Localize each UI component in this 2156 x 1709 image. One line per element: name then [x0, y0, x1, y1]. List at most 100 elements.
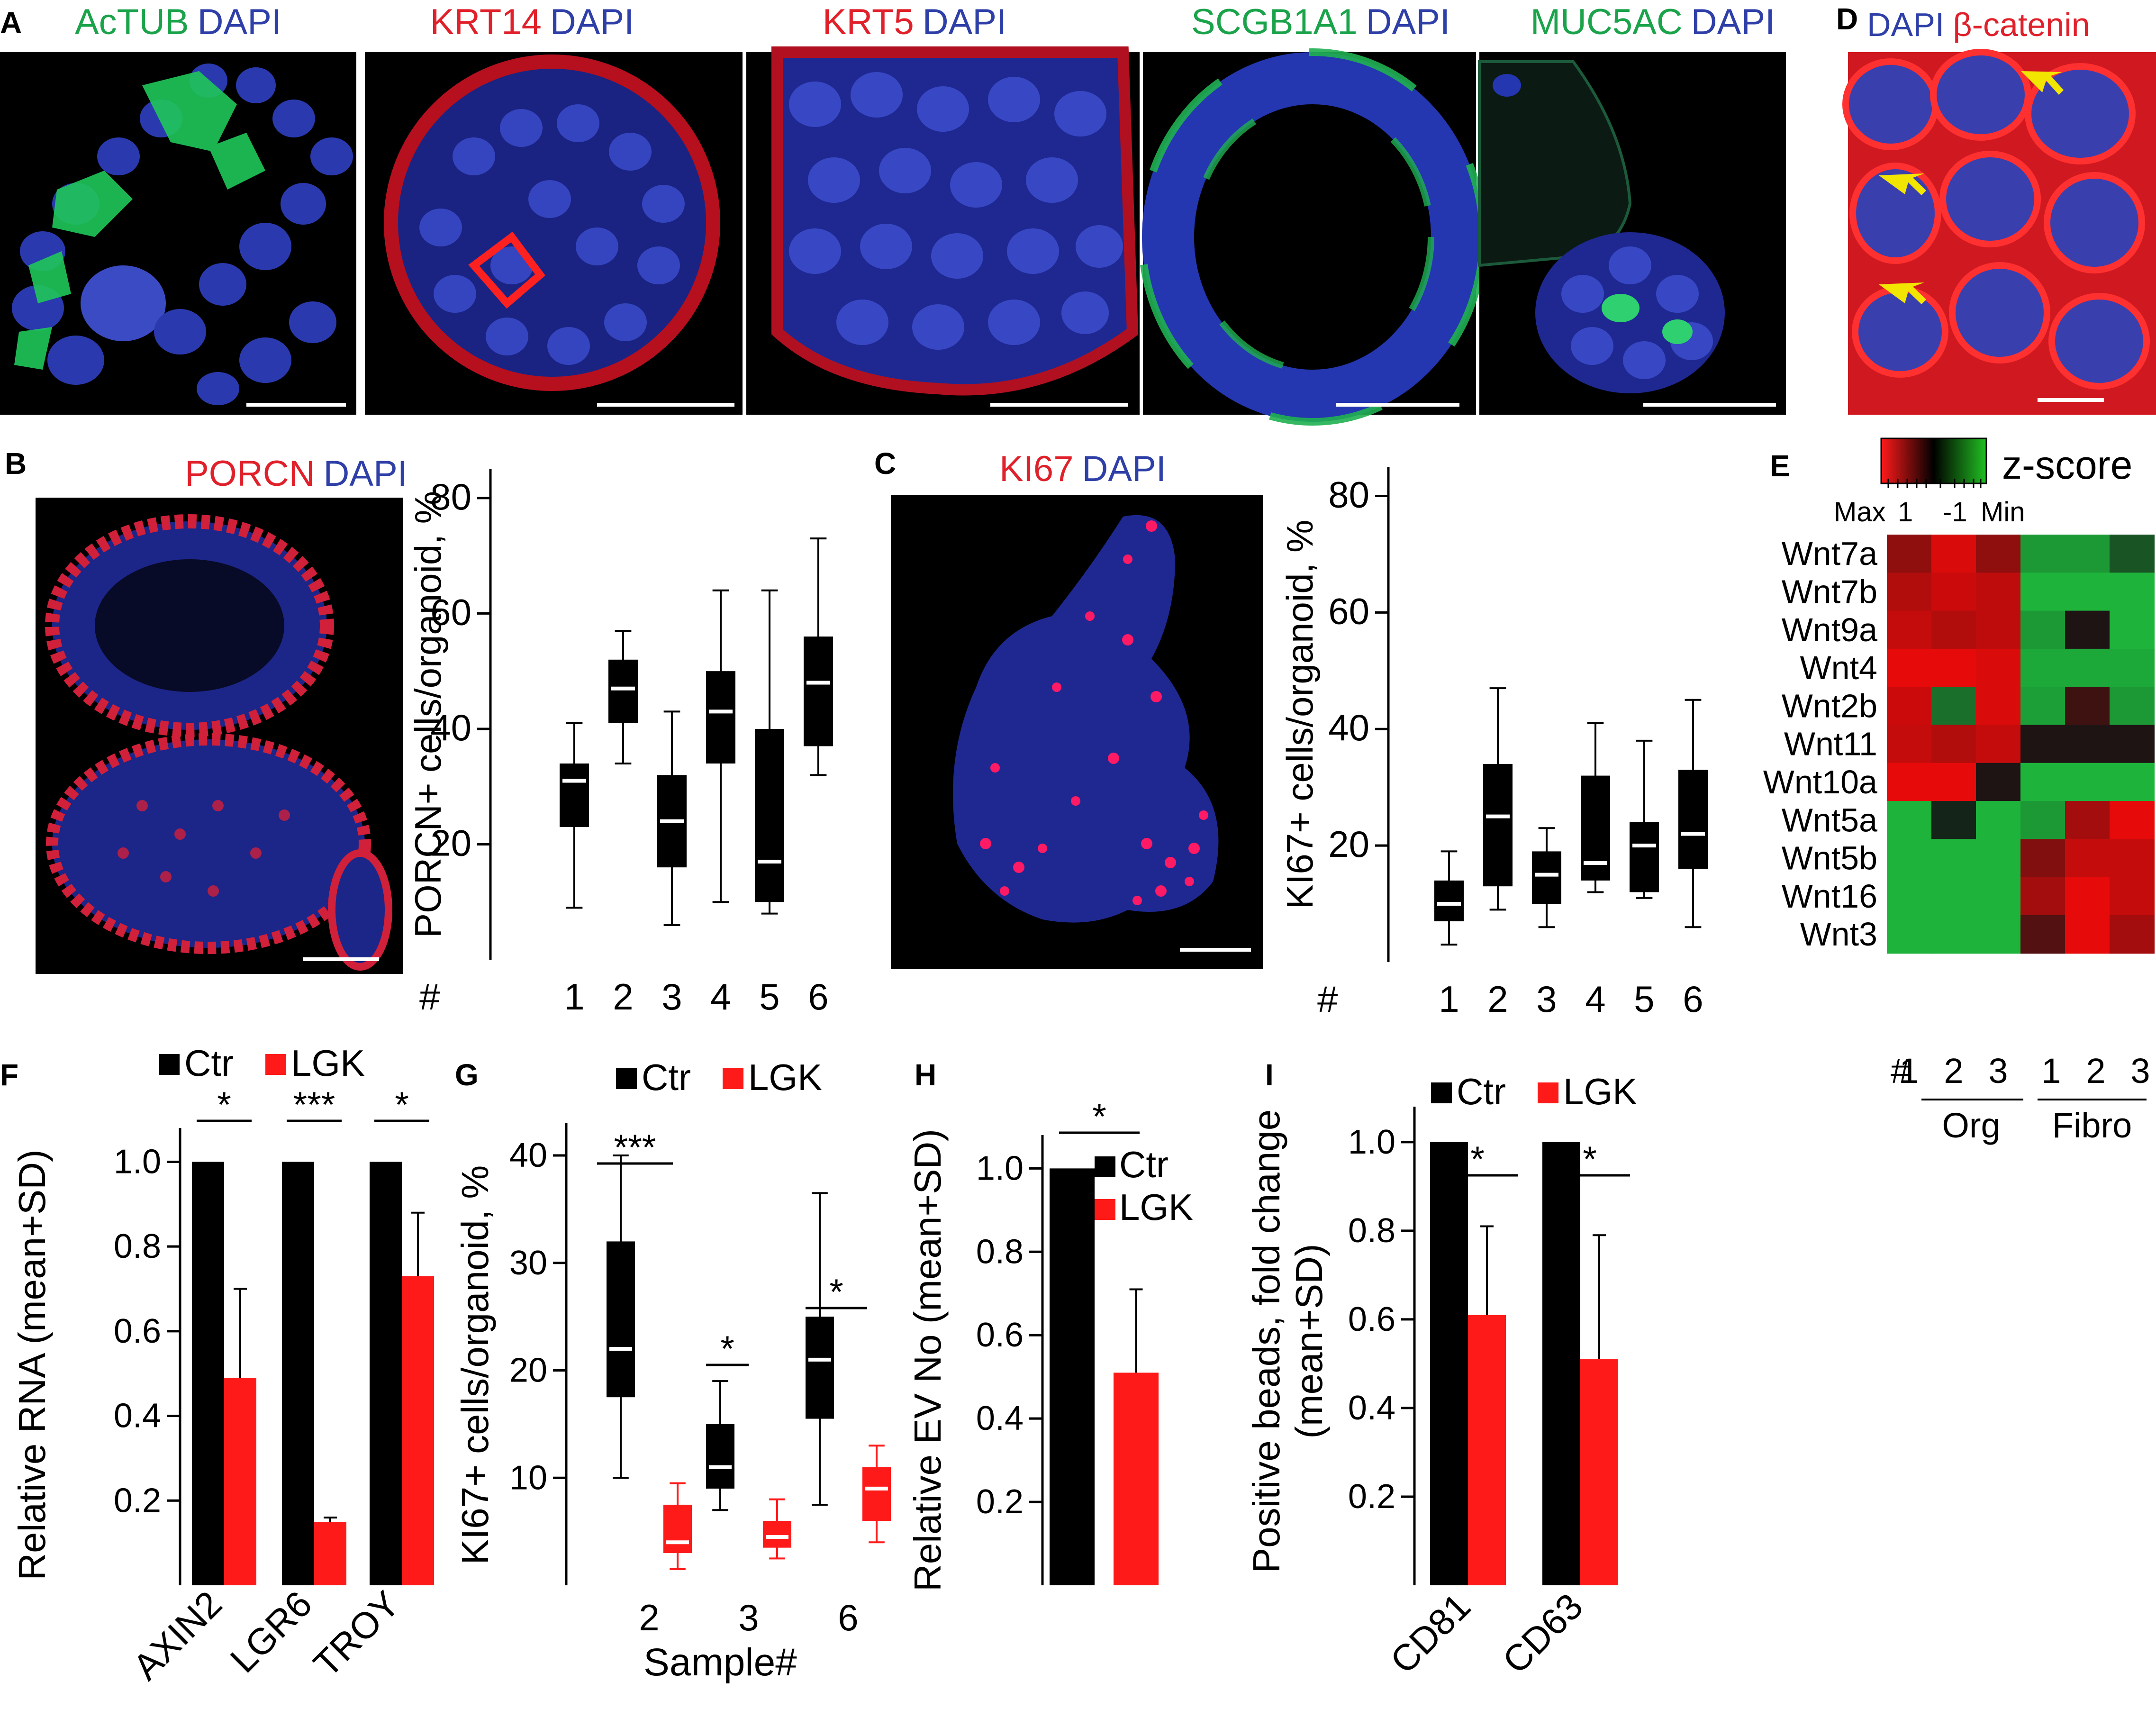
group-label: Fibro: [2052, 1106, 2132, 1145]
scale-bar: [1180, 948, 1251, 952]
heatmap-cell: [1887, 763, 1932, 802]
x-prefix: #: [1891, 1051, 1910, 1091]
heatmap-cell: [2020, 915, 2065, 954]
panel-letter-h: H: [915, 1058, 936, 1092]
heatmap-col-label: 1: [2041, 1051, 2061, 1091]
x-tick-label: 3: [661, 976, 682, 1018]
box: [806, 1317, 834, 1419]
heatmap-cell: [1887, 839, 1932, 878]
y-tick-label: 0.8: [114, 1227, 161, 1265]
y-tick-label: 0.6: [114, 1312, 161, 1350]
bar: [192, 1162, 224, 1585]
heatmap-cell: [1976, 610, 2021, 649]
heatmap-col-label: 2: [1944, 1051, 1963, 1091]
bar: [224, 1378, 256, 1585]
y-tick-label: 0.2: [114, 1482, 161, 1519]
x-tick-label: CD81: [1382, 1585, 1478, 1682]
heatmap-cell: [2065, 610, 2110, 649]
heatmap-cell: [2020, 877, 2065, 916]
y-tick-label: 0.2: [1348, 1478, 1395, 1516]
heatmap-cell: [1976, 801, 2021, 840]
micrograph-krt14: KRT14 DAPI: [365, 2, 743, 415]
y-tick-label: 30: [509, 1244, 547, 1282]
y-tick-label: 80: [430, 476, 471, 518]
heatmap-cell: [2065, 535, 2110, 573]
heatmap-cell: [2110, 610, 2155, 649]
zscore-colorbar: [1880, 437, 1987, 484]
heatmap-cell: [2020, 535, 2065, 573]
y-tick-label: 0.2: [976, 1483, 1024, 1521]
x-tick-label: 2: [613, 976, 633, 1018]
x-tick-label: 5: [1634, 978, 1654, 1020]
heatmap-col-label: 3: [2130, 1051, 2150, 1091]
chart-i: 0.2 0.4 0.6 0.8 1.0 Positive beads, fold chan…: [1245, 1071, 1637, 1682]
significance-label: *: [1583, 1139, 1597, 1180]
box: [755, 728, 784, 902]
significance-label: *: [1092, 1097, 1106, 1137]
heatmap-cell: [2065, 573, 2110, 611]
heatmap-cell: [1887, 877, 1932, 916]
bar: [314, 1521, 346, 1585]
heatmap-cell: [1976, 573, 2021, 611]
significance-label: *: [217, 1085, 231, 1125]
heatmap-cell: [1931, 648, 1976, 688]
y-tick-label: 20: [430, 822, 471, 864]
y-axis-label: PORCN+ cells/organoid, %: [407, 491, 449, 938]
zscore-label: z-score: [2002, 443, 2132, 487]
box: [1678, 770, 1708, 869]
y-axis-label: KI67+ cells/organoid, %: [454, 1165, 496, 1565]
legend-label: Ctr: [184, 1042, 234, 1084]
micrograph-title-krt14: KRT14 DAPI: [430, 2, 634, 42]
heatmap-cell: [2020, 687, 2065, 726]
heatmap-cell: [2065, 648, 2110, 688]
heatmap-cell: [1931, 573, 1976, 611]
heatmap-cell: [1931, 610, 1976, 649]
legend-label: LGK: [748, 1056, 822, 1098]
box: [608, 659, 638, 723]
legend-max: Max: [1834, 497, 1886, 527]
heatmap-cell: [1976, 877, 2021, 916]
scale-bar: [1643, 403, 1776, 407]
heatmap-cell: [2065, 877, 2110, 916]
box: [763, 1520, 791, 1548]
panel-c-image: C KI67 DAPI: [874, 446, 1263, 969]
significance-label: *: [829, 1272, 843, 1312]
heatmap-cell: [1976, 725, 2021, 764]
actub-signal: [14, 71, 265, 370]
x-prefix: #: [1317, 978, 1338, 1020]
heatmap-col-label: 3: [1988, 1051, 2008, 1091]
y-tick-label: 0.6: [1348, 1300, 1395, 1338]
y-tick-label: 80: [1328, 473, 1369, 515]
x-tick-label: TROY: [306, 1583, 408, 1685]
legend-swatch: [265, 1054, 287, 1075]
micrograph-title-krt5: KRT5 DAPI: [823, 2, 1006, 42]
micrograph-title-d: DAPI β-catenin: [1867, 6, 2090, 43]
panel-letter-g: G: [455, 1058, 479, 1092]
y-tick-label: 1.0: [114, 1143, 161, 1181]
heatmap-row-label: Wnt7a: [1782, 535, 1877, 572]
bar: [1542, 1142, 1580, 1585]
y-tick-label: 20: [509, 1352, 547, 1390]
x-tick-label: 3: [738, 1597, 759, 1638]
panel-letter-f: F: [0, 1058, 18, 1092]
heatmap-cell: [1931, 877, 1976, 916]
significance-label: ***: [293, 1085, 335, 1125]
heatmap-col-label: 2: [2086, 1051, 2105, 1091]
heatmap-cell: [1976, 535, 2021, 573]
x-tick-label: 6: [838, 1597, 858, 1638]
heatmap-cell: [1887, 725, 1932, 764]
panel-letter-c: C: [874, 446, 896, 481]
legend-label: Ctr: [1457, 1071, 1506, 1112]
heatmap-cell: [2110, 915, 2155, 954]
y-tick-label: 0.6: [976, 1316, 1024, 1354]
heatmap-cell: [1976, 915, 2021, 954]
heatmap-cell: [1887, 801, 1932, 840]
x-axis-label: Sample#: [643, 1641, 797, 1684]
heatmap-cell: [2110, 725, 2155, 764]
chart-f: 0.2 0.4 0.6 0.8 1.0 Relative RNA (mean+SD) Ctr…: [11, 1042, 434, 1688]
box: [607, 1241, 635, 1398]
box: [560, 764, 589, 827]
